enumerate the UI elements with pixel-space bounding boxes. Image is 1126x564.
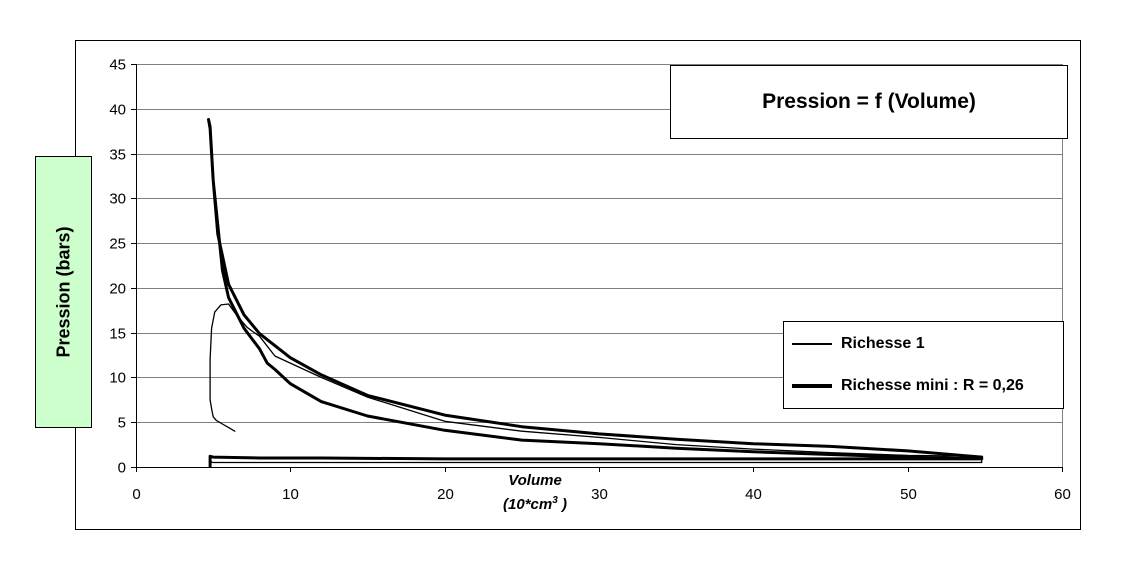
x-tick-label-0: 0	[132, 486, 140, 503]
x-tick-label-10: 10	[282, 486, 299, 503]
y-axis-label: Pression (bars)	[53, 226, 73, 358]
x-tick-label-60: 60	[1054, 486, 1071, 503]
series-lines	[207, 118, 984, 468]
y-tick-label-25: 25	[109, 236, 126, 253]
legend-swatch-thin	[792, 343, 832, 345]
y-tick-label-30: 30	[109, 191, 126, 208]
legend-item-series-1: Richesse 1	[792, 332, 925, 356]
x-tick-label-20: 20	[437, 486, 454, 503]
y-tick-label-5: 5	[118, 415, 126, 432]
series-line-2	[207, 118, 984, 468]
y-axis-label-box: Pression (bars)	[35, 156, 92, 428]
x-axis-label-line1: Volume	[508, 472, 562, 489]
chart-title: Pression = f (Volume)	[762, 90, 976, 113]
x-tick-label-50: 50	[900, 486, 917, 503]
x-tick-label-30: 30	[591, 486, 608, 503]
x-axis-label-exponent: 3	[552, 495, 558, 506]
legend: Richesse 1 Richesse mini : R = 0,26	[783, 321, 1064, 409]
y-tick-label-10: 10	[109, 370, 126, 387]
legend-swatch-thick	[792, 384, 832, 388]
y-tick-label-45: 45	[109, 57, 126, 74]
x-axis-label-line2: (10*cm3 )	[475, 491, 595, 515]
x-tick-label-40: 40	[745, 486, 762, 503]
y-tick-label-40: 40	[109, 102, 126, 119]
x-axis-label-unit: (10*cm	[503, 496, 553, 513]
legend-label-series-2: Richesse mini : R = 0,26	[841, 377, 1024, 394]
legend-label-series-1: Richesse 1	[841, 335, 925, 352]
x-axis-label-unit-end: )	[557, 496, 567, 513]
legend-item-series-2: Richesse mini : R = 0,26	[792, 374, 1024, 398]
axes: 0 5 10 15 20 25 30 35 40 45 0 10 20 30 40 50 60	[109, 57, 1071, 504]
y-tick-label-20: 20	[109, 281, 126, 298]
y-tick-label-0: 0	[118, 460, 126, 477]
y-tick-label-15: 15	[109, 326, 126, 343]
x-axis-label: Volume (10*cm3 )	[475, 471, 595, 515]
chart-title-box: Pression = f (Volume)	[670, 65, 1068, 139]
series-line-1	[209, 303, 983, 464]
y-tick-label-35: 35	[109, 147, 126, 164]
